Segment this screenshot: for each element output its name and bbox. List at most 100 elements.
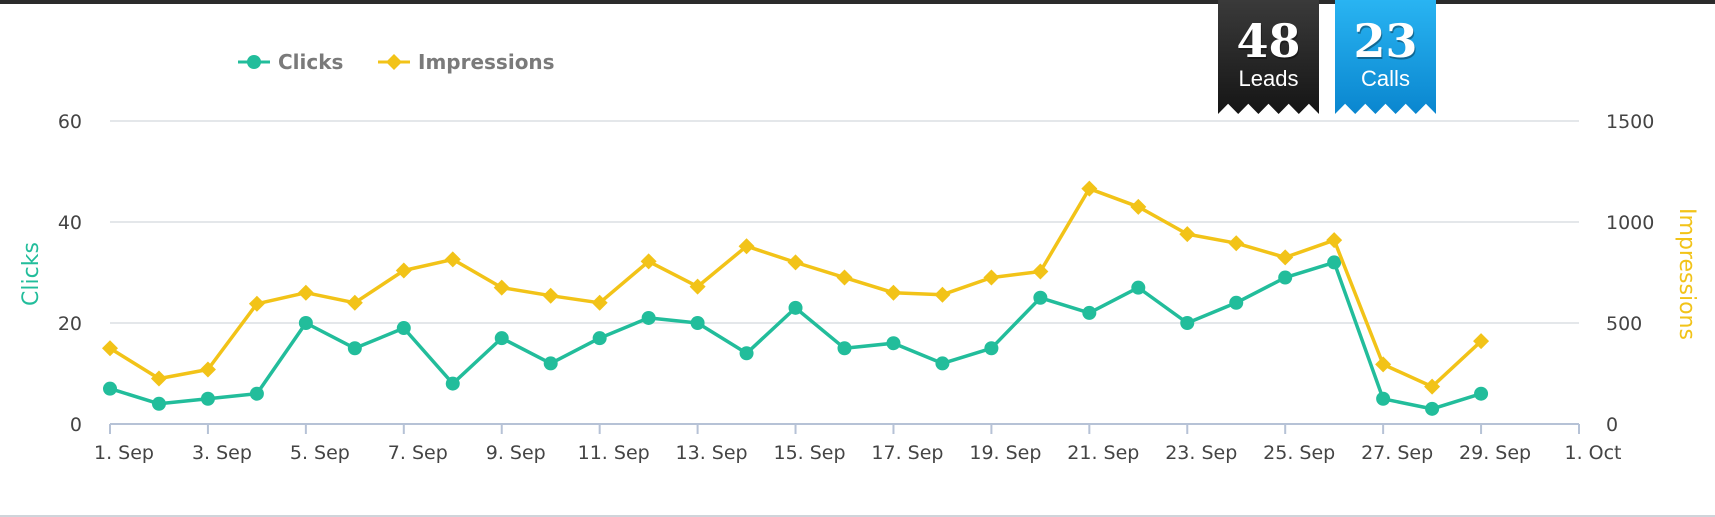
leads-label: Leads [1238,66,1299,91]
data-point-impressions [934,286,951,303]
x-tick-label: 3. Sep [192,442,252,464]
data-point-impressions [444,251,461,268]
data-point-impressions [1326,232,1343,249]
x-tick-label: 9. Sep [486,442,546,464]
data-point-clicks [739,346,754,361]
x-tick-label: 27. Sep [1361,442,1433,464]
data-point-clicks [641,310,656,325]
data-point-clicks [1474,386,1489,401]
window-top-border [0,0,1715,4]
legend-item-impressions[interactable]: Impressions [378,50,555,74]
x-tick-label: 19. Sep [969,442,1041,464]
data-point-impressions [395,262,412,279]
data-point-impressions [591,294,608,311]
data-point-clicks [1327,255,1342,270]
data-point-impressions [885,284,902,301]
data-point-clicks [886,336,901,351]
data-point-clicks [984,341,999,356]
y-axis-right-label: Impressions [1674,208,1699,340]
data-point-impressions [1179,226,1196,243]
legend: Clicks Impressions [238,50,555,74]
legend-item-clicks[interactable]: Clicks [238,50,343,74]
data-point-clicks [1131,280,1146,295]
calls-count: 23 [1353,14,1418,68]
series-line-impressions [109,186,1483,389]
leads-badge[interactable]: 48 Leads [1218,0,1319,114]
y-left-tick-label: 40 [58,212,82,234]
data-point-impressions [1130,198,1147,215]
data-point-clicks [396,321,411,336]
x-tick-label: 1. Sep [94,442,154,464]
x-tick-label: 29. Sep [1459,442,1531,464]
data-point-impressions [689,278,706,295]
data-point-clicks [151,396,166,411]
data-point-clicks [543,356,558,371]
data-point-clicks [445,376,460,391]
data-point-impressions [493,279,510,296]
data-point-impressions [1081,180,1098,197]
x-tick-label: 11. Sep [578,442,650,464]
data-point-clicks [1425,401,1440,416]
y-right-tick-label: 1500 [1606,111,1654,133]
data-point-clicks [1180,316,1195,330]
x-tick-label: 1. Oct [1564,442,1621,464]
data-point-clicks [1278,270,1293,285]
data-point-impressions [248,295,265,312]
data-point-clicks [837,341,852,356]
data-point-impressions [1473,333,1490,350]
x-tick-label: 25. Sep [1263,442,1335,464]
data-point-impressions [150,370,167,387]
y-axis-right: 0 500 1000 1500 [1606,111,1654,436]
data-point-clicks [200,391,215,406]
data-point-clicks [592,331,607,346]
data-point-clicks [1033,290,1048,305]
data-point-clicks [103,381,117,396]
data-point-impressions [1228,235,1245,252]
x-tick-label: 15. Sep [773,442,845,464]
data-point-clicks [249,386,264,401]
calls-badge[interactable]: 23 Calls [1335,0,1436,114]
y-left-tick-label: 20 [58,313,82,335]
data-point-clicks [1376,391,1391,406]
data-point-clicks [690,316,705,330]
y-axis-left-label: Clicks [19,242,44,306]
y-right-tick-label: 500 [1606,313,1642,335]
data-point-impressions [1032,263,1049,280]
data-point-impressions [1277,249,1294,266]
x-tick-label: 17. Sep [871,442,943,464]
data-point-clicks [347,341,362,356]
y-right-tick-label: 0 [1606,414,1618,436]
x-axis: 1. Sep 3. Sep 5. Sep 7. Sep 9. Sep 11. Sep 13.… [94,423,1622,464]
grid-lines [110,120,1579,324]
data-point-impressions [983,269,1000,286]
series-line-clicks [109,260,1482,411]
x-tick-label: 21. Sep [1067,442,1139,464]
data-point-clicks [935,356,950,371]
series-layer [102,180,1490,416]
data-point-impressions [836,269,853,286]
x-tick-label: 5. Sep [290,442,350,464]
data-point-impressions [199,361,216,378]
y-left-tick-label: 60 [58,111,82,133]
data-point-impressions [297,284,314,301]
y-left-tick-label: 0 [70,414,82,436]
data-point-clicks [788,300,803,315]
data-point-impressions [102,340,118,357]
data-point-impressions [542,287,559,304]
data-point-impressions [1375,356,1392,373]
data-point-clicks [298,316,313,330]
legend-label-clicks: Clicks [278,50,343,74]
data-point-impressions [640,253,657,270]
data-point-impressions [1424,378,1441,395]
leads-count: 48 [1236,14,1301,68]
legend-label-impressions: Impressions [418,50,555,74]
data-point-impressions [738,238,755,255]
x-tick-label: 7. Sep [388,442,448,464]
data-point-clicks [494,331,509,346]
data-point-impressions [346,294,363,311]
calls-label: Calls [1361,66,1410,91]
window-bottom-border [0,515,1715,517]
y-right-tick-label: 1000 [1606,212,1654,234]
x-tick-label: 23. Sep [1165,442,1237,464]
